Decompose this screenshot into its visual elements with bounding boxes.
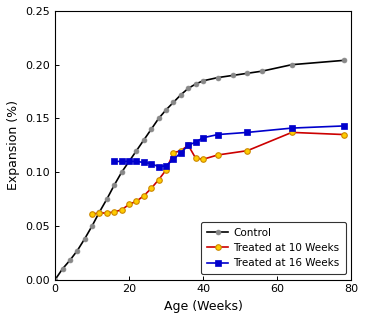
Control [171,100,176,104]
Treated at 16 Weeks [127,159,131,163]
Treated at 10 Weeks [105,211,109,215]
Y-axis label: Expansion (%): Expansion (%) [7,100,20,190]
Line: Treated at 16 Weeks: Treated at 16 Weeks [112,123,346,170]
Line: Control: Control [53,58,346,282]
Treated at 10 Weeks [134,199,139,203]
Treated at 10 Weeks [157,178,161,182]
Treated at 16 Weeks [149,162,153,165]
Control [68,258,72,262]
Treated at 10 Weeks [245,149,250,153]
Treated at 10 Weeks [112,210,116,214]
Treated at 16 Weeks [341,124,346,128]
Control [230,74,235,77]
Treated at 16 Weeks [171,157,176,161]
Treated at 10 Weeks [201,157,205,161]
Control [149,127,153,131]
Treated at 10 Weeks [179,149,183,153]
Treated at 10 Weeks [119,208,124,212]
Treated at 10 Weeks [341,132,346,136]
Control [179,93,183,97]
Treated at 16 Weeks [142,161,146,164]
Treated at 16 Weeks [216,132,220,136]
Treated at 16 Weeks [186,143,191,147]
Control [341,59,346,62]
Control [289,63,294,67]
Control [75,249,80,252]
Control [119,170,124,174]
Control [193,82,198,86]
Control [60,267,65,271]
Treated at 16 Weeks [134,159,139,163]
Control [260,69,264,73]
Treated at 16 Weeks [164,164,168,168]
Control [157,116,161,120]
Treated at 10 Weeks [171,151,176,155]
Control [216,76,220,79]
Treated at 16 Weeks [112,159,116,163]
Control [97,210,102,214]
Treated at 10 Weeks [142,194,146,198]
Control [201,79,205,83]
X-axis label: Age (Weeks): Age (Weeks) [164,300,242,313]
Treated at 10 Weeks [193,156,198,160]
Control [142,138,146,142]
Treated at 10 Weeks [97,211,102,215]
Treated at 16 Weeks [157,165,161,169]
Control [186,86,191,90]
Control [112,183,116,187]
Treated at 16 Weeks [289,126,294,130]
Treated at 16 Weeks [119,159,124,163]
Control [82,237,87,241]
Treated at 16 Weeks [201,136,205,140]
Control [245,71,250,75]
Treated at 10 Weeks [164,168,168,172]
Treated at 10 Weeks [90,212,94,216]
Line: Treated at 10 Weeks: Treated at 10 Weeks [89,130,346,217]
Treated at 10 Weeks [216,153,220,157]
Treated at 10 Weeks [289,131,294,134]
Control [164,108,168,112]
Treated at 16 Weeks [179,151,183,155]
Control [134,149,139,153]
Treated at 16 Weeks [245,131,250,134]
Treated at 10 Weeks [186,143,191,147]
Control [105,197,109,201]
Control [53,278,57,282]
Control [90,224,94,228]
Treated at 10 Weeks [149,186,153,190]
Treated at 16 Weeks [193,140,198,144]
Legend: Control, Treated at 10 Weeks, Treated at 16 Weeks: Control, Treated at 10 Weeks, Treated at… [201,221,346,275]
Treated at 10 Weeks [127,203,131,206]
Control [127,159,131,163]
